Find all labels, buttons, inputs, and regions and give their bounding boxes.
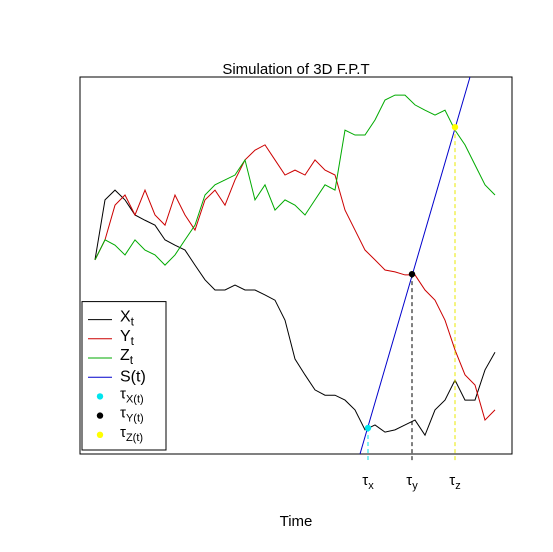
plot-area — [94, 77, 496, 454]
legend-label: τX(t) — [120, 385, 144, 405]
legend-label-sub: Y(t) — [126, 413, 144, 425]
legend-label-base: X — [120, 309, 131, 326]
tau-label: τz — [449, 472, 460, 492]
legend-label-base: Z — [120, 347, 130, 364]
tau-label-base: τ — [406, 472, 412, 489]
legend-swatch — [96, 393, 104, 400]
legend-label: τY(t) — [120, 405, 144, 425]
legend-label: Zt — [120, 347, 134, 367]
legend-label-sub: t — [131, 334, 135, 348]
legend-label-sub: t — [131, 315, 135, 329]
x-axis-label: Time — [280, 513, 313, 530]
legend-label-sub: X(t) — [126, 393, 144, 405]
tau-label-sub: y — [412, 480, 418, 492]
series-line — [359, 77, 471, 454]
legend-box — [81, 301, 167, 451]
series-line — [94, 94, 496, 266]
legend-label-base: τ — [120, 424, 126, 441]
tau-label-base: τ — [449, 472, 455, 489]
tau-point — [451, 123, 459, 131]
tau-label: τy — [406, 472, 418, 492]
legend-label: τZ(t) — [120, 424, 143, 444]
tau-point — [408, 270, 416, 278]
tau-label-base: τ — [362, 472, 368, 489]
legend-swatch — [96, 412, 104, 419]
legend-swatch — [96, 431, 104, 438]
chart-title: Simulation of 3D F.P.T — [222, 61, 369, 78]
legend-label: Yt — [120, 328, 135, 348]
tau-label: τx — [362, 472, 374, 492]
tau-label-sub: z — [455, 480, 461, 492]
legend-label-sub: Z(t) — [126, 432, 143, 444]
legend-label: S(t) — [120, 368, 146, 385]
plot-frame — [79, 76, 513, 455]
legend-label-base: τ — [120, 385, 126, 402]
legend-label-base: Y — [120, 328, 131, 345]
legend-label: Xt — [120, 309, 135, 329]
tau-label-sub: x — [368, 480, 374, 492]
series-line — [94, 189, 496, 437]
legend-label-sub: t — [130, 353, 134, 367]
tau-point — [364, 424, 372, 432]
legend-label-base: τ — [120, 405, 126, 422]
series-line — [94, 144, 496, 422]
